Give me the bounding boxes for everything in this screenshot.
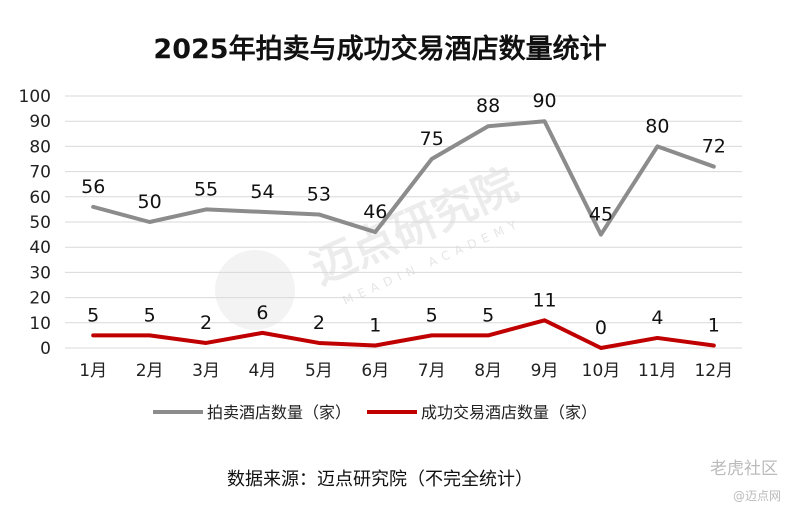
data-label: 5: [87, 304, 99, 326]
legend: 拍卖酒店数量（家） 成功交易酒店数量（家）: [153, 403, 597, 422]
data-label: 1: [369, 314, 381, 336]
y-tick-label: 70: [29, 163, 51, 183]
y-tick-label: 100: [19, 87, 51, 107]
data-label: 1: [708, 314, 720, 336]
x-tick-label: 7月: [418, 361, 446, 381]
data-label: 88: [476, 95, 500, 117]
x-tick-label: 9月: [531, 361, 559, 381]
x-tick-label: 5月: [305, 361, 333, 381]
data-label: 2: [200, 312, 212, 334]
y-tick-label: 20: [29, 289, 51, 309]
data-label: 11: [532, 289, 556, 311]
y-tick-label: 80: [29, 137, 51, 157]
data-label: 5: [482, 304, 494, 326]
y-tick-label: 30: [29, 263, 51, 283]
y-tick-label: 0: [40, 339, 51, 359]
data-label: 46: [363, 201, 387, 223]
data-label: 0: [595, 317, 607, 339]
data-label: 45: [589, 204, 613, 226]
data-label: 5: [426, 304, 438, 326]
data-label: 80: [645, 115, 669, 137]
y-tick-label: 90: [29, 112, 51, 132]
y-tick-label: 40: [29, 238, 51, 258]
x-tick-label: 8月: [474, 361, 502, 381]
series-line-1: [91, 119, 716, 237]
y-tick-label: 10: [29, 314, 51, 334]
x-tick-label: 2月: [136, 361, 164, 381]
series-line-2: [91, 318, 716, 350]
x-tick-label: 10月: [582, 361, 621, 381]
corner-mark: 老虎社区 @迈点网: [710, 459, 781, 503]
x-axis: 1月 2月 3月 4月 5月 6月 7月 8月 9月 10月 11月 12月: [79, 361, 733, 381]
x-tick-label: 1月: [79, 361, 107, 381]
data-label: 72: [702, 136, 726, 158]
x-tick-label: 12月: [694, 361, 733, 381]
data-label: 5: [144, 304, 156, 326]
chart-title: 2025年拍卖与成功交易酒店数量统计: [153, 33, 606, 65]
corner-mark-sub: @迈点网: [733, 489, 781, 503]
series-lines: [91, 119, 716, 350]
x-tick-label: 4月: [249, 361, 277, 381]
x-tick-label: 6月: [361, 361, 389, 381]
data-label: 75: [420, 128, 444, 150]
y-axis: 0 10 20 30 40 50 60 70 80 90 100: [19, 87, 51, 359]
legend-label-success: 成功交易酒店数量（家）: [421, 403, 597, 422]
data-label: 53: [307, 183, 331, 205]
data-label: 4: [651, 307, 663, 329]
y-tick-label: 50: [29, 213, 51, 233]
data-label: 2: [313, 312, 325, 334]
watermark-logo-icon: [215, 250, 295, 330]
corner-mark-main: 老虎社区: [710, 459, 778, 479]
data-label: 50: [138, 191, 162, 213]
y-tick-label: 60: [29, 188, 51, 208]
data-label: 90: [532, 90, 556, 112]
legend-label-auction: 拍卖酒店数量（家）: [207, 403, 351, 422]
grid: [65, 95, 742, 349]
data-label: 56: [81, 176, 105, 198]
data-label: 54: [250, 181, 274, 203]
x-tick-label: 11月: [638, 361, 677, 381]
source-note: 数据来源：迈点研究院（不完全统计）: [227, 469, 533, 490]
data-label: 55: [194, 178, 218, 200]
x-tick-label: 3月: [192, 361, 220, 381]
data-label: 6: [256, 302, 268, 324]
